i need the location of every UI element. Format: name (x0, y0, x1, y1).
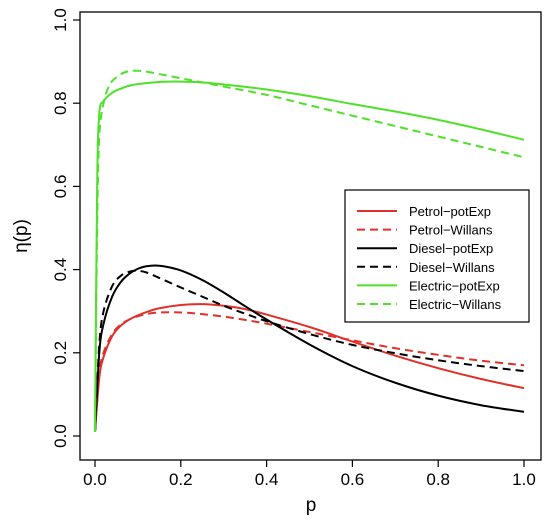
legend: Petrol−potExp Petrol−Willans Diesel−potExp… (344, 189, 530, 323)
y-axis: 0.0 0.2 0.4 0.6 0.8 1.0 (51, 8, 80, 448)
y-tick-label: 0.2 (51, 341, 70, 365)
legend-label: Petrol−potExp (409, 204, 491, 219)
y-tick-label: 0.6 (51, 175, 70, 199)
legend-label: Diesel−potExp (409, 241, 493, 256)
series-line-3 (94, 269, 525, 432)
y-axis-title: η(p) (11, 219, 32, 253)
series-line-4 (94, 80, 525, 432)
legend-label: Petrol−Willans (409, 223, 493, 238)
x-tick-label: 0.6 (341, 470, 365, 489)
series-line-2 (94, 264, 525, 432)
x-tick-label: 0.4 (255, 470, 279, 489)
x-tick-label: 0.2 (169, 470, 193, 489)
x-tick-label: 0.0 (83, 470, 107, 489)
series-line-1 (94, 311, 525, 432)
y-tick-label: 1.0 (51, 8, 70, 32)
x-axis-title: p (306, 495, 317, 516)
series-layer (94, 69, 525, 432)
y-tick-label: 0.4 (51, 258, 70, 282)
series-line-0 (94, 303, 525, 432)
legend-label: Electric−potExp (409, 278, 500, 293)
x-axis: 0.0 0.2 0.4 0.6 0.8 1.0 (83, 460, 536, 489)
plot-frame (79, 11, 542, 461)
y-tick-label: 0.0 (51, 424, 70, 448)
x-tick-label: 0.8 (426, 470, 450, 489)
x-tick-label: 1.0 (512, 470, 536, 489)
legend-label: Diesel−Willans (409, 260, 495, 275)
legend-label: Electric−Willans (409, 297, 502, 312)
y-tick-label: 0.8 (51, 91, 70, 115)
legend-box (344, 189, 530, 323)
series-line-5 (94, 69, 525, 432)
